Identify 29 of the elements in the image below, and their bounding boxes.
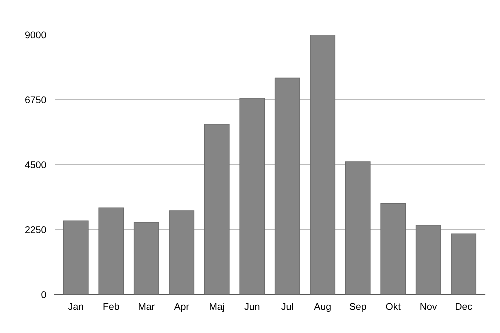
x-tick-label: Feb	[104, 303, 120, 310]
y-tick-label: 4500	[25, 162, 46, 168]
bar	[240, 98, 266, 295]
x-tick-label: Sep	[350, 303, 366, 312]
bar	[204, 124, 230, 295]
x-tick-label: Jan	[68, 303, 84, 310]
y-tick-label: 9000	[25, 32, 46, 39]
y-tick-label: 2250	[26, 226, 46, 234]
x-tick-label: Okt	[386, 303, 401, 310]
bar	[63, 220, 89, 295]
bar	[416, 225, 442, 295]
bar	[345, 162, 371, 295]
x-tick-label: Apr	[174, 303, 190, 312]
bar	[274, 78, 300, 295]
x-tick-label: Nov	[420, 303, 438, 310]
x-tick-label: Dec	[456, 303, 472, 310]
x-tick-label: Jul	[282, 303, 294, 310]
bar	[98, 208, 124, 295]
x-tick-label: Mar	[139, 303, 155, 310]
y-tick-label: 6750	[26, 96, 46, 104]
x-tick-label: Maj	[210, 303, 224, 312]
bar	[310, 34, 336, 295]
x-tick-label: Jun	[244, 303, 260, 310]
bar	[380, 203, 406, 295]
y-tick-label: 0	[42, 291, 46, 298]
bar	[134, 222, 160, 295]
bar	[169, 210, 195, 295]
bar	[451, 234, 477, 295]
x-tick-label: Aug	[314, 303, 331, 312]
